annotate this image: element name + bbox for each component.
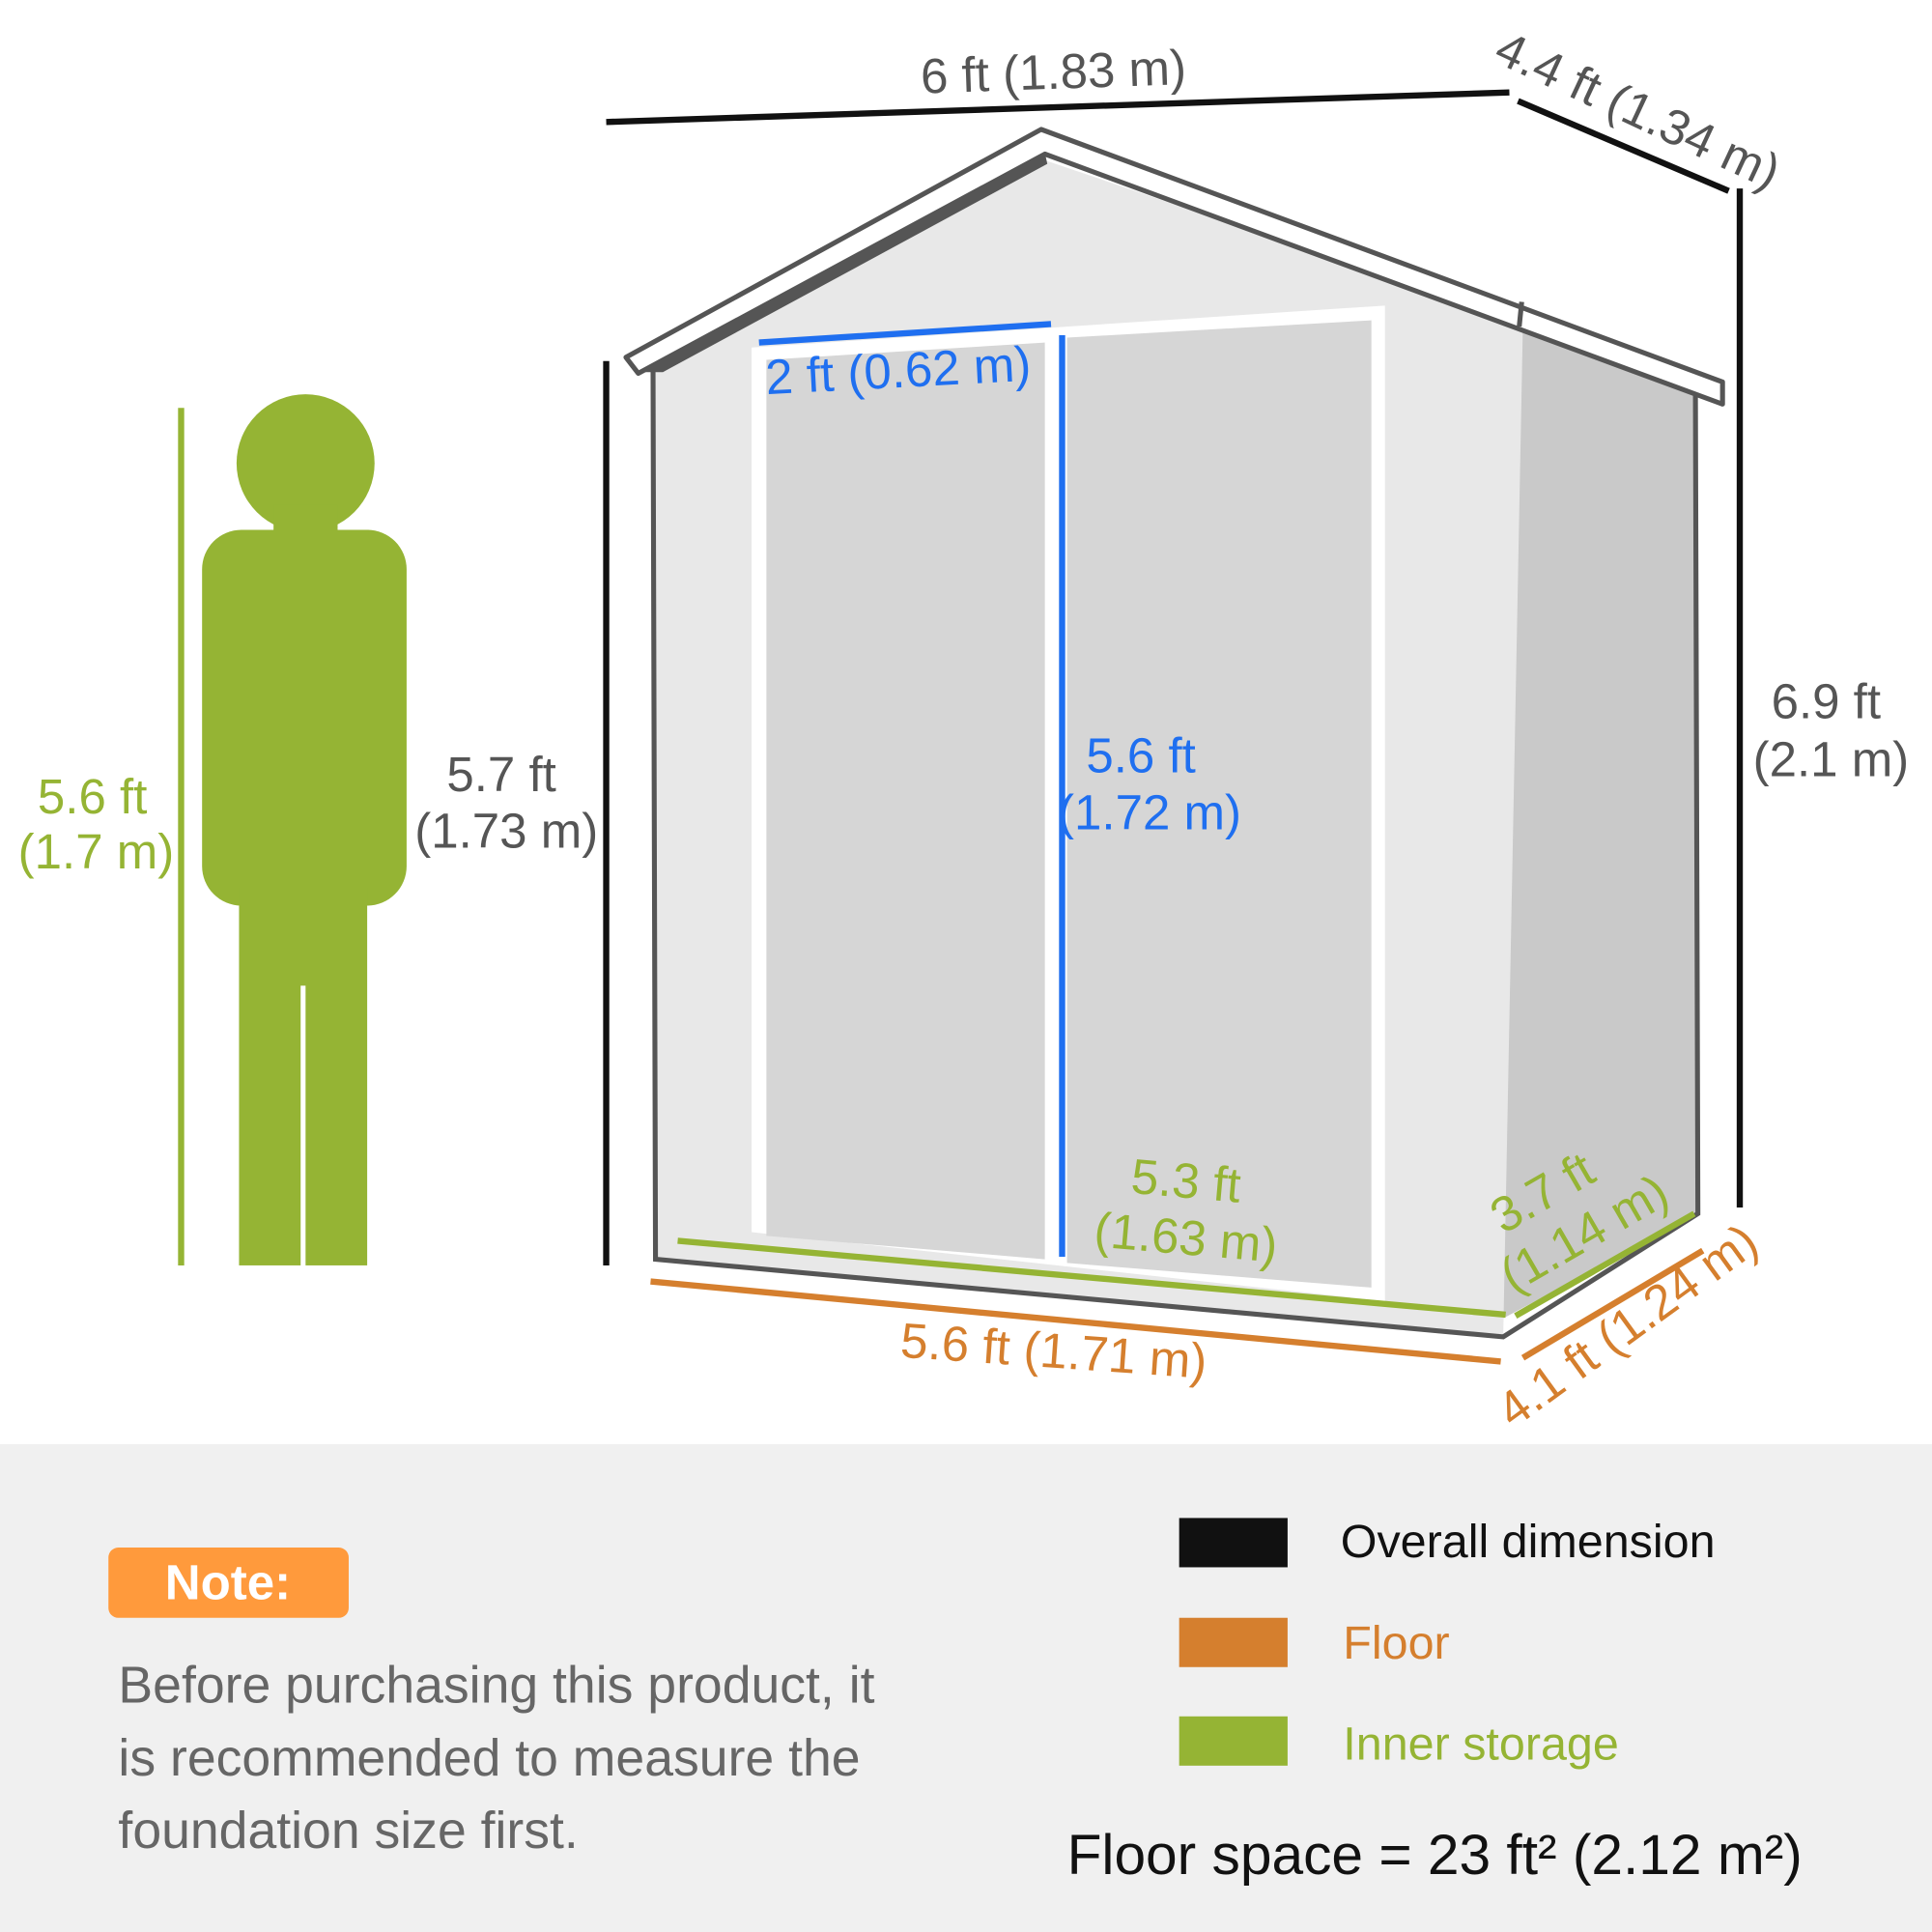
door-height-ft: 5.6 ft [1086, 728, 1195, 783]
legend: Overall dimension Floor Inner storage [1179, 1516, 1716, 1770]
overall-width-label: 6 ft (1.83 m) [920, 40, 1187, 104]
legend-label-overall: Overall dimension [1341, 1516, 1716, 1568]
floor-depth-line [1520, 1247, 1705, 1361]
roof-trim [638, 153, 1048, 373]
inner-width-ft: 5.3 ft [1129, 1149, 1243, 1213]
person-silhouette-icon [202, 394, 407, 1265]
left-door [766, 342, 1045, 1260]
legend-swatch-floor [1179, 1617, 1288, 1667]
door-height-m: (1.72 m) [1058, 784, 1241, 839]
floor-space-label: Floor space = 23 ft² (2.12 m²) [1067, 1824, 1803, 1887]
legend-label-inner: Inner storage [1343, 1718, 1619, 1770]
legend-swatch-inner [1179, 1716, 1288, 1766]
shed-illustration [623, 127, 1725, 1340]
inner-depth-line [1514, 1210, 1696, 1320]
note-badge-label: Note: [165, 1555, 291, 1610]
overall-height-m: (2.1 m) [1753, 732, 1910, 787]
shed-roof [623, 127, 1725, 407]
door-width-line [758, 321, 1052, 346]
eave-height-m: (1.73 m) [414, 804, 598, 859]
overall-height-ft: 6.9 ft [1772, 674, 1881, 729]
floor-width-line [650, 1278, 1501, 1365]
note-line-2: is recommended to measure the [118, 1730, 860, 1787]
info-panel [0, 1443, 1932, 1932]
right-door [1066, 320, 1372, 1288]
person-height-ft: 5.6 ft [38, 769, 147, 824]
note-line-1: Before purchasing this product, it [118, 1658, 874, 1715]
legend-label-floor: Floor [1343, 1617, 1449, 1669]
inner-width-line [677, 1237, 1506, 1319]
shed-side-face [1500, 323, 1698, 1319]
eave-height-ft: 5.7 ft [446, 747, 555, 802]
overall-dimension-lines [603, 89, 1744, 1265]
person-height-m: (1.7 m) [18, 824, 175, 879]
note-line-3: foundation size first. [118, 1803, 578, 1860]
note-badge [108, 1548, 349, 1618]
legend-swatch-overall [1179, 1518, 1288, 1568]
shed-outline [650, 369, 1701, 1340]
